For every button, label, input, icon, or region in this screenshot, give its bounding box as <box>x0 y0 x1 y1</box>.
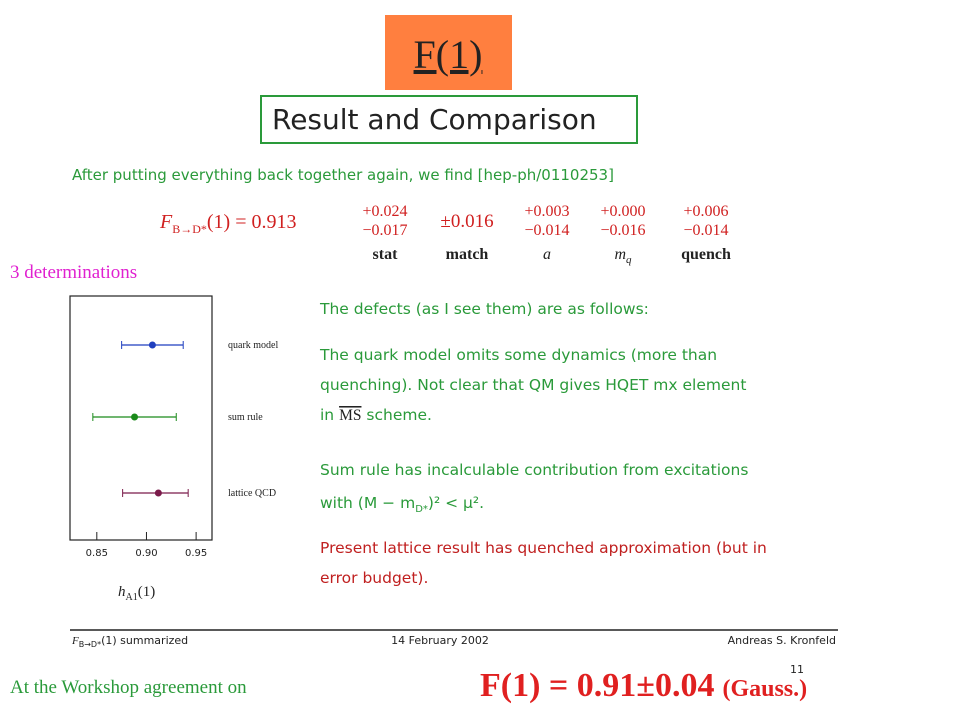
formula-upper: +0.000 <box>600 203 645 220</box>
title-box <box>385 15 512 90</box>
box-heading: Result and Comparison <box>272 103 597 136</box>
formula-label: stat <box>373 246 399 263</box>
formula-label: mq <box>614 246 632 266</box>
point <box>131 413 139 421</box>
x-tick-label: 0.90 <box>135 548 157 559</box>
result-note: (Gauss.) <box>722 676 807 702</box>
math-part: with (M − m <box>320 494 415 512</box>
xlabel-main: h <box>118 584 126 600</box>
point-label: lattice QCD <box>228 488 276 499</box>
formula-symbol: F <box>159 211 173 233</box>
footer-author: Andreas S. Kronfeld <box>728 634 836 647</box>
footer-left: FB→D*(1) summarized <box>71 634 188 649</box>
paragraph-line: in MS scheme. <box>320 406 432 424</box>
plot-frame <box>69 295 213 541</box>
formula-label: quench <box>681 246 731 263</box>
footer-sub: B→D* <box>79 640 101 649</box>
formula-label-text: a <box>543 246 551 263</box>
paragraph-line: error budget). <box>320 569 428 587</box>
point <box>154 489 162 497</box>
paragraph-line: The quark model omits some dynamics (mor… <box>319 346 717 364</box>
side-note: 3 determinations <box>10 262 137 283</box>
paragraph-line: The defects (as I see them) are as follo… <box>319 300 649 318</box>
footer-rest: (1) summarized <box>101 634 188 647</box>
formula-upper: +0.024 <box>362 203 407 220</box>
paragraph-line: Present lattice result has quenched appr… <box>320 539 767 557</box>
formula-lower: −0.016 <box>600 222 645 239</box>
formula-label-text: m <box>614 246 626 263</box>
heading-box <box>260 95 638 144</box>
footer-date: 14 February 2002 <box>391 634 489 647</box>
formula-label-text: match <box>446 246 489 263</box>
formula-label: match <box>446 246 489 263</box>
formula-label-text: quench <box>681 246 731 263</box>
page-number: 11 <box>790 663 804 676</box>
point-label: quark model <box>228 340 278 351</box>
result-value: F(1) = 0.91±0.04 <box>480 667 714 704</box>
formula-sub: B→D* <box>172 222 207 236</box>
formula-error: ±0.016 <box>440 211 493 232</box>
paragraph-line: quenching). Not clear that QM gives HQET… <box>320 376 746 394</box>
formula-label-sub: q <box>626 254 632 266</box>
formula-rest: (1) = 0.913 <box>207 211 297 233</box>
bottom-result: F(1) = 0.91±0.04 (Gauss.) <box>480 667 807 704</box>
line-part: in <box>320 406 339 424</box>
line-part: scheme. <box>361 406 431 424</box>
formula-lower: −0.017 <box>362 222 407 239</box>
footer-symbol: F <box>71 635 79 647</box>
math-part: )² < μ². <box>428 494 484 512</box>
paragraph-line: Sum rule has incalculable contribution f… <box>320 461 748 479</box>
paragraph-line: with (M − mD*)² < μ². <box>320 494 484 515</box>
math-part: D* <box>415 504 428 515</box>
x-tick-label: 0.85 <box>86 548 108 559</box>
formula-lower: −0.014 <box>683 222 728 239</box>
point <box>148 341 156 349</box>
xlabel-sub: A1 <box>126 592 138 603</box>
formula-upper: +0.003 <box>524 203 569 220</box>
intro: After putting everything back together a… <box>72 166 614 184</box>
line-part: MS <box>339 407 361 424</box>
formula-lower: −0.014 <box>524 222 569 239</box>
formula-label: a <box>543 246 551 263</box>
plot-xlabel: hA1(1) <box>118 584 155 603</box>
xlabel-rest: (1) <box>138 584 156 600</box>
formula-upper: +0.006 <box>683 203 728 220</box>
point-label: sum rule <box>228 412 263 423</box>
bottom-left: At the Workshop agreement on <box>10 677 247 698</box>
x-tick-label: 0.95 <box>185 548 207 559</box>
formula: FB→D*(1) = 0.913 <box>159 211 297 236</box>
title: F(1) <box>414 32 483 77</box>
formula-label-text: stat <box>373 246 399 263</box>
